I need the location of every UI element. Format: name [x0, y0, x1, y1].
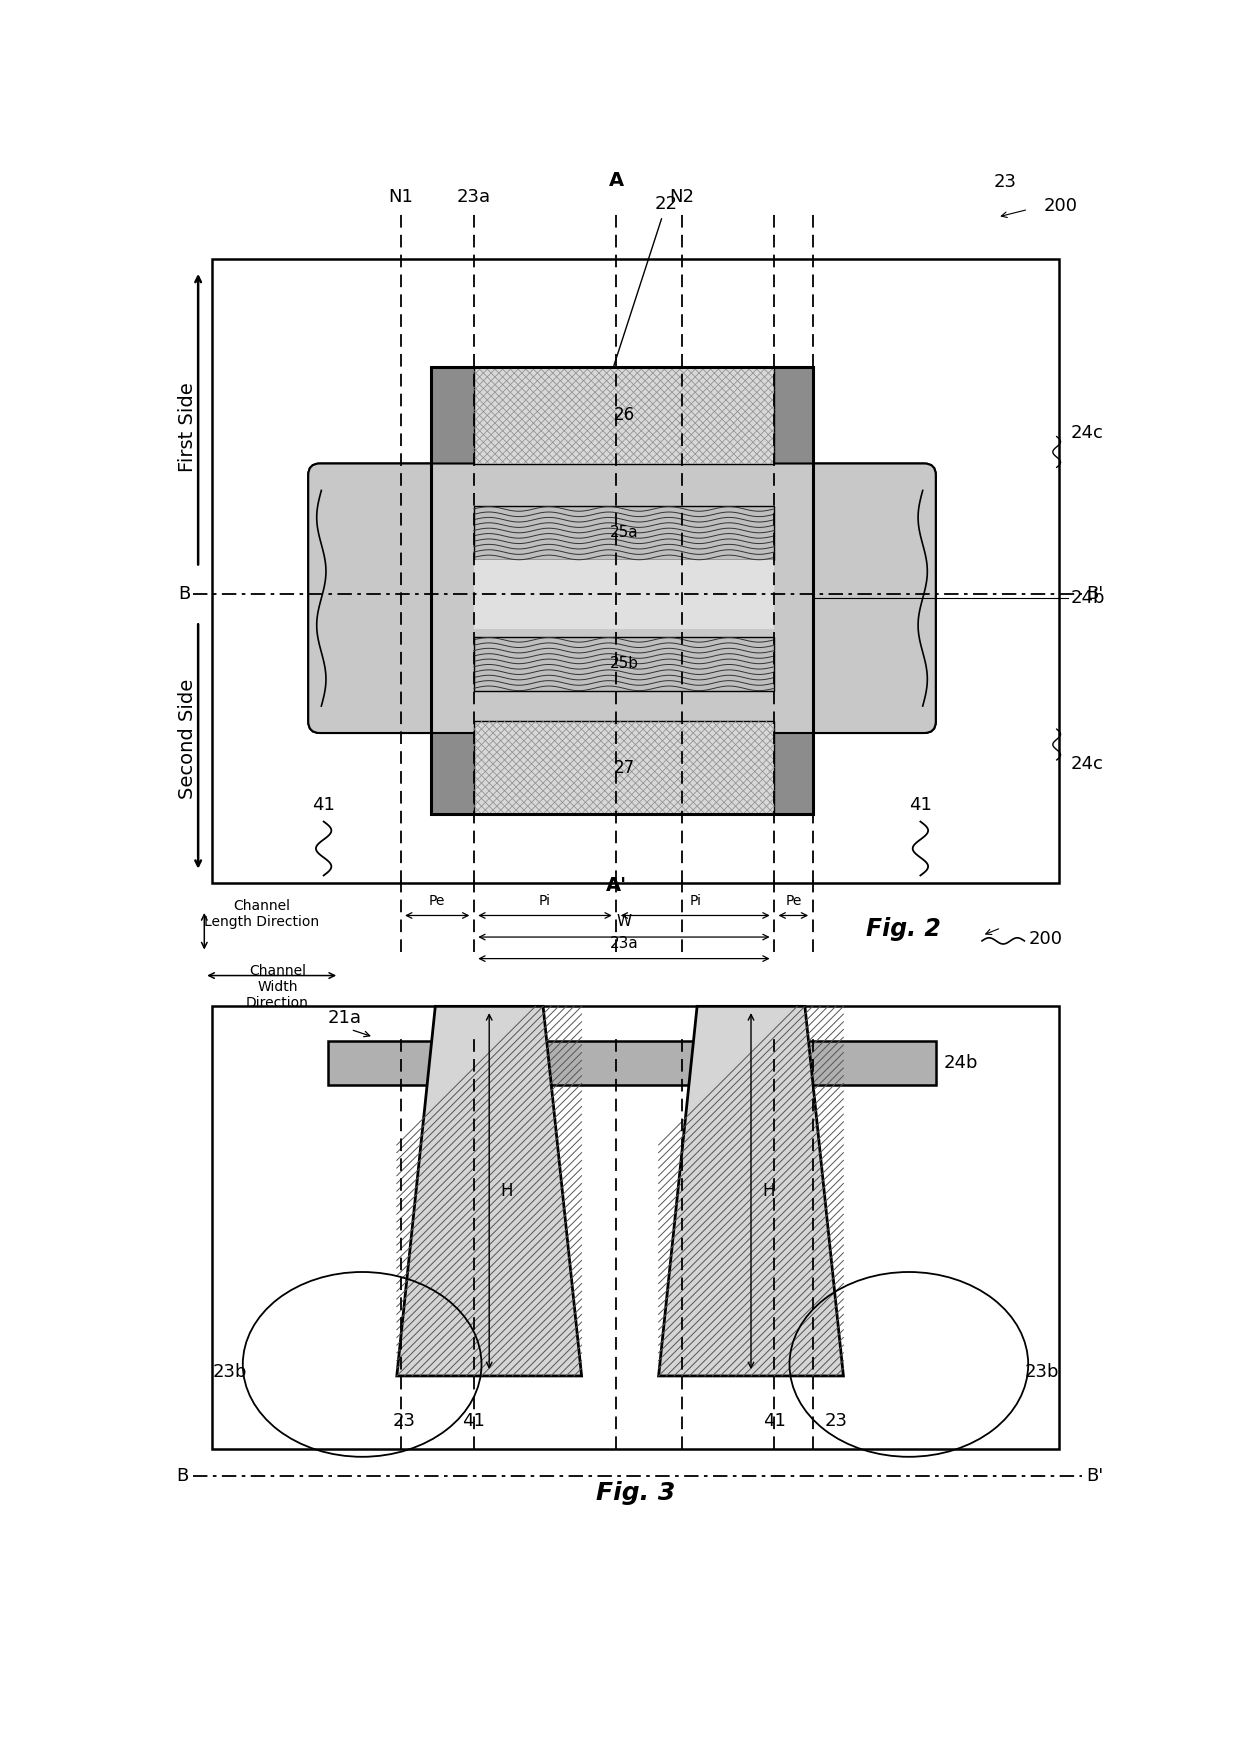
Text: 23b: 23b: [1024, 1363, 1059, 1380]
Text: N1: N1: [388, 187, 413, 206]
Bar: [474, 721, 774, 813]
Text: 41: 41: [909, 796, 931, 813]
Text: First Side: First Side: [177, 382, 197, 471]
Text: 24c: 24c: [1070, 424, 1104, 441]
Text: 200: 200: [1044, 197, 1078, 215]
Bar: [327, 1042, 936, 1085]
Text: 21a: 21a: [327, 1009, 362, 1028]
Text: 23b: 23b: [212, 1363, 247, 1380]
Text: H: H: [501, 1181, 513, 1201]
Text: Fig. 2: Fig. 2: [867, 918, 941, 941]
Text: Fig. 3: Fig. 3: [596, 1482, 675, 1506]
Bar: [474, 560, 774, 628]
Text: Pe: Pe: [429, 893, 445, 907]
Text: A: A: [609, 171, 624, 190]
Polygon shape: [397, 1007, 582, 1377]
Text: 24c: 24c: [1070, 756, 1104, 773]
Text: 25b: 25b: [609, 656, 639, 672]
Bar: [728, 366, 770, 813]
FancyBboxPatch shape: [309, 464, 936, 733]
Text: 27: 27: [614, 759, 635, 777]
Text: H: H: [763, 1181, 775, 1201]
Text: 24b: 24b: [1070, 590, 1105, 607]
Text: 23: 23: [825, 1412, 847, 1429]
FancyBboxPatch shape: [309, 464, 936, 733]
Polygon shape: [658, 1007, 843, 1377]
Text: 23a: 23a: [610, 935, 639, 951]
Bar: [474, 366, 516, 813]
Text: W: W: [616, 914, 631, 930]
Bar: [212, 260, 1059, 883]
Text: Channel
Length Direction: Channel Length Direction: [205, 899, 320, 928]
Text: B: B: [179, 585, 191, 604]
Text: 41: 41: [763, 1412, 785, 1429]
Text: Pe: Pe: [785, 893, 801, 907]
Bar: [432, 366, 812, 813]
Bar: [432, 366, 474, 813]
Bar: [474, 366, 774, 464]
Text: 26: 26: [614, 407, 635, 424]
Bar: [770, 366, 812, 813]
Text: 200: 200: [1028, 930, 1063, 948]
Text: 22: 22: [601, 195, 678, 401]
Text: 23: 23: [993, 173, 1017, 192]
Text: Pi: Pi: [539, 893, 551, 907]
Text: Second Side: Second Side: [177, 679, 197, 799]
Text: 41: 41: [463, 1412, 485, 1429]
Text: 24b: 24b: [944, 1054, 978, 1071]
Text: Channel
Width
Direction: Channel Width Direction: [246, 963, 309, 1010]
Bar: [474, 506, 774, 560]
Text: 23a: 23a: [456, 187, 491, 206]
Text: 23: 23: [393, 1412, 415, 1429]
Bar: [212, 1007, 1059, 1448]
Text: B': B': [1086, 585, 1104, 604]
Text: B: B: [176, 1468, 188, 1485]
Text: N2: N2: [670, 187, 694, 206]
Bar: [432, 366, 812, 813]
Text: Pi: Pi: [689, 893, 701, 907]
Text: A': A': [605, 876, 626, 895]
Bar: [474, 637, 774, 691]
Text: 25a: 25a: [610, 525, 639, 541]
Text: B': B': [1086, 1468, 1104, 1485]
Text: 41: 41: [312, 796, 335, 813]
